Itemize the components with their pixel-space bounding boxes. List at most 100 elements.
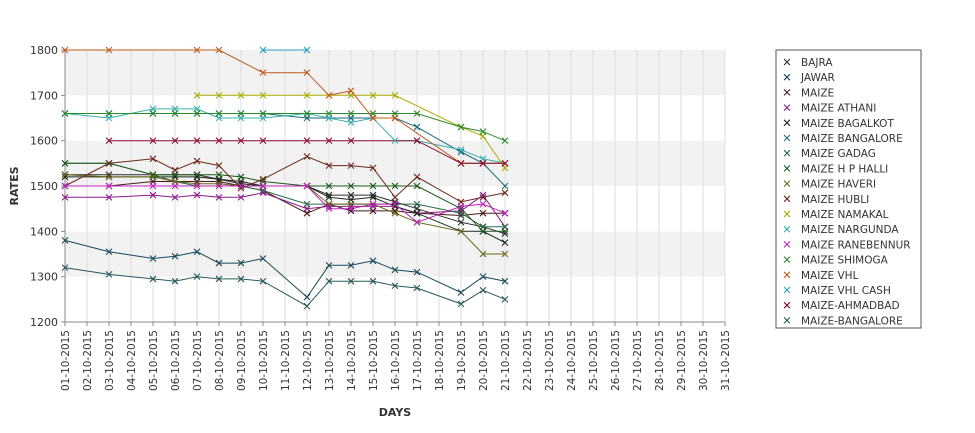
data-point bbox=[479, 250, 487, 258]
data-point bbox=[369, 182, 377, 190]
x-tick-label: 19-10-2015 bbox=[456, 330, 468, 391]
legend-marker bbox=[783, 104, 791, 111]
x-tick-label: 30-10-2015 bbox=[698, 330, 710, 391]
data-point bbox=[215, 193, 223, 201]
legend-marker bbox=[783, 241, 791, 248]
data-point bbox=[193, 173, 201, 181]
x-tick-label: 17-10-2015 bbox=[412, 330, 424, 391]
data-point bbox=[303, 46, 311, 54]
data-point bbox=[215, 46, 223, 54]
data-point bbox=[413, 268, 421, 276]
data-point bbox=[369, 193, 377, 201]
data-point bbox=[149, 171, 157, 179]
data-point bbox=[501, 277, 509, 285]
data-point bbox=[259, 91, 267, 99]
data-point bbox=[369, 114, 377, 122]
data-point bbox=[413, 173, 421, 181]
data-point bbox=[303, 69, 311, 77]
legend-label: MAIZE H P HALLI bbox=[801, 163, 888, 175]
data-point bbox=[61, 110, 69, 117]
y-tick-labels: 1200 1300 1400 1500 1600 1700 1800 bbox=[30, 44, 58, 329]
legend-marker bbox=[783, 271, 791, 279]
data-point bbox=[149, 255, 157, 262]
data-point bbox=[413, 200, 421, 208]
data-point bbox=[457, 218, 465, 226]
legend-item: MAIZE NAMAKAL bbox=[783, 209, 889, 221]
data-point bbox=[501, 209, 509, 217]
data-point bbox=[259, 69, 267, 77]
data-point bbox=[369, 164, 377, 172]
y-tick-label: 1400 bbox=[30, 225, 58, 238]
data-point bbox=[303, 200, 311, 208]
x-tick-label: 29-10-2015 bbox=[676, 330, 688, 391]
data-point bbox=[347, 119, 355, 126]
series-line bbox=[197, 94, 506, 169]
data-point bbox=[193, 273, 201, 281]
data-point bbox=[193, 248, 201, 256]
data-point bbox=[237, 193, 245, 201]
data-point bbox=[501, 250, 509, 258]
data-point bbox=[391, 282, 399, 290]
data-point bbox=[325, 203, 333, 210]
data-point bbox=[259, 255, 267, 262]
data-point bbox=[479, 227, 487, 235]
x-tick-label: 22-10-2015 bbox=[522, 330, 534, 391]
x-tick-label: 20-10-2015 bbox=[478, 330, 490, 391]
data-point bbox=[215, 110, 223, 117]
data-point bbox=[259, 46, 267, 54]
data-point bbox=[61, 46, 69, 54]
data-point bbox=[149, 182, 157, 190]
legend-label: BAJRA bbox=[801, 57, 833, 69]
legend-item: MAIZE BAGALKOT bbox=[783, 118, 894, 130]
data-point bbox=[413, 110, 421, 117]
x-tick-label: 03-10-2015 bbox=[104, 330, 116, 391]
data-point bbox=[391, 91, 399, 99]
data-point bbox=[347, 203, 355, 210]
data-point bbox=[413, 182, 421, 190]
data-point bbox=[413, 218, 421, 226]
x-tick-label: 25-10-2015 bbox=[588, 330, 600, 391]
data-point bbox=[391, 114, 399, 122]
y-tick-label: 1600 bbox=[30, 135, 58, 148]
data-point bbox=[259, 110, 267, 117]
legend-item: BAJRA bbox=[783, 57, 833, 69]
data-point bbox=[237, 259, 245, 267]
data-point bbox=[347, 87, 355, 95]
data-point bbox=[303, 302, 311, 310]
y-tick-label: 1300 bbox=[30, 271, 58, 284]
data-point bbox=[303, 293, 311, 301]
data-point bbox=[61, 193, 69, 201]
data-point bbox=[479, 209, 487, 217]
data-point bbox=[347, 205, 355, 213]
legend-item: MAIZE NARGUNDA bbox=[783, 224, 899, 236]
x-tick-label: 15-10-2015 bbox=[368, 330, 380, 391]
legend-marker bbox=[783, 317, 791, 324]
data-point bbox=[501, 137, 509, 145]
data-point bbox=[325, 205, 333, 213]
data-point bbox=[105, 248, 113, 256]
data-point bbox=[347, 277, 355, 285]
data-point bbox=[413, 284, 421, 292]
data-point bbox=[457, 227, 465, 235]
x-tick-label: 09-10-2015 bbox=[236, 330, 248, 391]
x-tick-label: 28-10-2015 bbox=[654, 330, 666, 391]
data-point bbox=[237, 110, 245, 117]
data-point bbox=[61, 173, 69, 181]
x-tick-label: 04-10-2015 bbox=[126, 330, 138, 391]
x-tick-label: 08-10-2015 bbox=[214, 330, 226, 391]
data-point bbox=[501, 239, 509, 247]
data-point bbox=[325, 193, 333, 201]
data-point bbox=[193, 110, 201, 117]
data-point bbox=[237, 173, 245, 181]
data-point bbox=[479, 128, 487, 135]
legend-item: MAIZE HAVERI bbox=[783, 179, 876, 191]
data-point bbox=[457, 146, 465, 154]
legend-label: MAIZE RANEBENNUR bbox=[801, 239, 911, 251]
legend-label: MAIZE bbox=[801, 87, 834, 99]
data-point bbox=[105, 159, 113, 167]
data-point bbox=[149, 275, 157, 283]
data-point bbox=[105, 46, 113, 54]
data-point bbox=[171, 182, 179, 190]
legend-label: MAIZE-BANGALORE bbox=[801, 315, 903, 327]
data-point bbox=[501, 182, 509, 190]
